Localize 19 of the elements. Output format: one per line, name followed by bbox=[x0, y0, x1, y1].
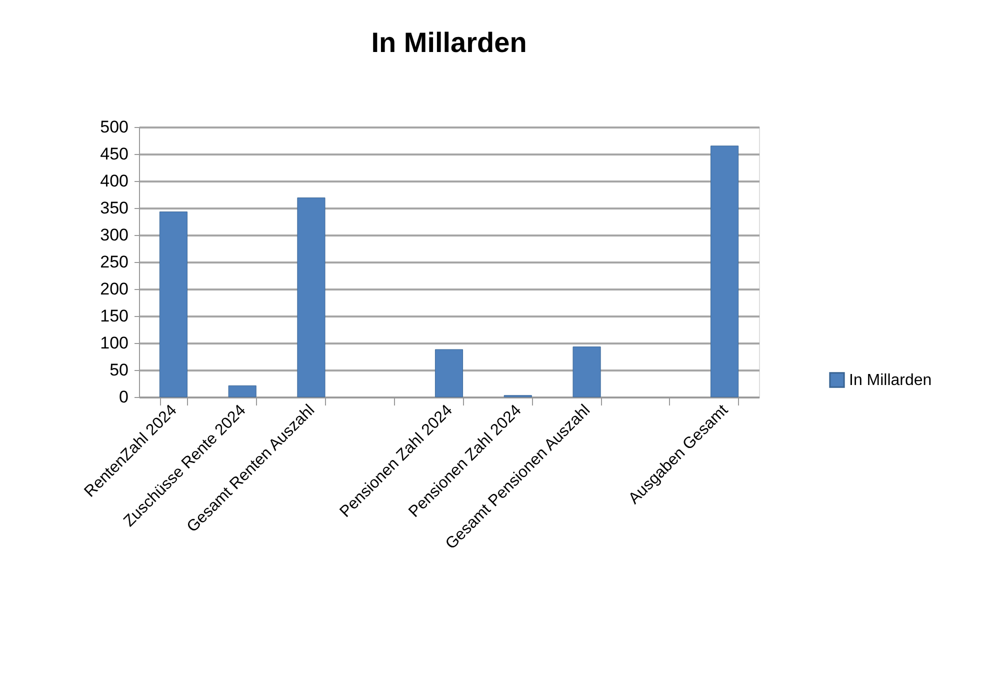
bar bbox=[228, 385, 256, 398]
legend-label: In Millarden bbox=[849, 372, 932, 389]
y-tick-label: 450 bbox=[100, 144, 128, 164]
bar bbox=[710, 146, 739, 398]
y-tick-label: 0 bbox=[119, 388, 128, 406]
y-tick-label: 300 bbox=[100, 226, 128, 244]
y-tick-label: 250 bbox=[100, 252, 128, 272]
bar bbox=[434, 349, 464, 398]
y-tick-label: 100 bbox=[100, 334, 128, 352]
y-tick-label: 350 bbox=[100, 198, 128, 218]
bar bbox=[297, 197, 326, 398]
bar bbox=[572, 346, 601, 398]
y-tick-label: 150 bbox=[100, 306, 128, 326]
chart-title: In Millarden bbox=[371, 27, 527, 58]
y-tick-label: 500 bbox=[100, 118, 128, 136]
y-tick-label: 400 bbox=[100, 172, 128, 190]
bar bbox=[159, 212, 188, 398]
y-tick-label: 50 bbox=[110, 360, 128, 380]
y-tick-label: 200 bbox=[100, 280, 128, 298]
